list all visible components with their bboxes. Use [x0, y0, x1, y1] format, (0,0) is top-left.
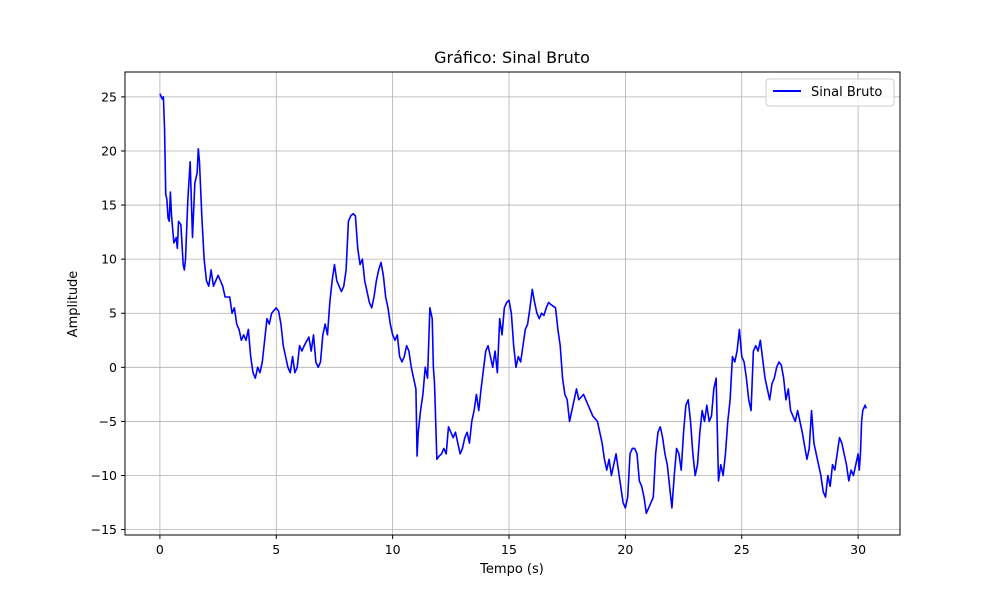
legend-label: Sinal Bruto — [811, 85, 882, 100]
y-tick-label: −5 — [99, 414, 117, 429]
x-tick-label: 30 — [850, 542, 866, 557]
y-tick-label: −15 — [91, 522, 117, 537]
x-axis: 0 5 10 15 20 25 30 — [156, 535, 866, 557]
series-layer — [159, 93, 868, 515]
y-tick-label: 15 — [101, 198, 117, 213]
chart-title: Gráfico: Sinal Bruto — [434, 48, 590, 67]
y-tick-label: 10 — [101, 252, 117, 267]
grid — [125, 72, 900, 535]
y-tick-label: 20 — [101, 143, 117, 158]
y-tick-label: −10 — [91, 468, 117, 483]
y-tick-label: 25 — [101, 89, 117, 104]
y-axis: −15 −10 −5 0 5 10 15 20 25 — [91, 89, 125, 537]
x-tick-label: 15 — [501, 542, 517, 557]
x-tick-label: 10 — [385, 542, 401, 557]
x-tick-label: 20 — [617, 542, 633, 557]
y-axis-label: Amplitude — [66, 271, 81, 338]
plot-frame — [124, 71, 901, 536]
x-tick-label: 0 — [156, 542, 164, 557]
y-tick-label: 0 — [109, 360, 117, 375]
x-tick-label: 5 — [272, 542, 280, 557]
legend: Sinal Bruto — [765, 78, 895, 107]
y-tick-label: 5 — [109, 306, 117, 321]
x-axis-label: Tempo (s) — [479, 562, 544, 577]
series-line-sinal-bruto — [159, 93, 868, 515]
x-tick-label: 25 — [734, 542, 750, 557]
legend-box — [765, 78, 895, 107]
